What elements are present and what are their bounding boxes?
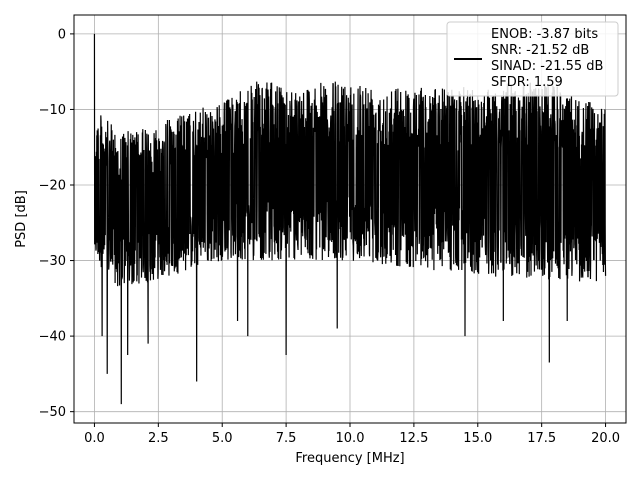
y-tick-label: −40 — [39, 330, 66, 345]
y-tick-label: −20 — [39, 179, 66, 194]
x-tick-label: 10.0 — [336, 431, 365, 446]
x-tick-label: 7.5 — [276, 431, 297, 446]
legend-enob: ENOB: -3.87 bits — [491, 27, 598, 42]
legend-box — [446, 21, 619, 97]
x-tick-label: 17.5 — [527, 431, 556, 446]
legend-sinad: SINAD: -21.55 dB — [491, 59, 603, 74]
x-axis-label: Frequency [MHz] — [295, 451, 404, 466]
psd-series-line — [93, 33, 607, 405]
x-tick-label: 0.0 — [84, 431, 105, 446]
legend: ENOB: -3.87 bits SNR: -21.52 dB SINAD: -… — [446, 21, 619, 97]
legend-snr: SNR: -21.52 dB — [491, 43, 589, 58]
y-tick-label: −50 — [39, 405, 66, 420]
y-axis-ticks: 0 −10 −20 −30 −40 −50 — [39, 27, 74, 420]
y-tick-label: −10 — [39, 103, 66, 118]
x-tick-label: 5.0 — [212, 431, 233, 446]
x-tick-label: 12.5 — [399, 431, 428, 446]
x-tick-label: 15.0 — [463, 431, 492, 446]
plot-area — [93, 33, 607, 405]
legend-sfdr: SFDR: 1.59 — [491, 75, 563, 90]
y-tick-label: −30 — [39, 254, 66, 269]
y-axis-label: PSD [dB] — [14, 190, 29, 248]
x-axis-ticks: 0.0 2.5 5.0 7.5 10.0 12.5 15.0 17.5 20.0 — [84, 423, 620, 446]
x-tick-label: 20.0 — [591, 431, 620, 446]
y-tick-label: 0 — [58, 27, 66, 42]
x-tick-label: 2.5 — [148, 431, 169, 446]
